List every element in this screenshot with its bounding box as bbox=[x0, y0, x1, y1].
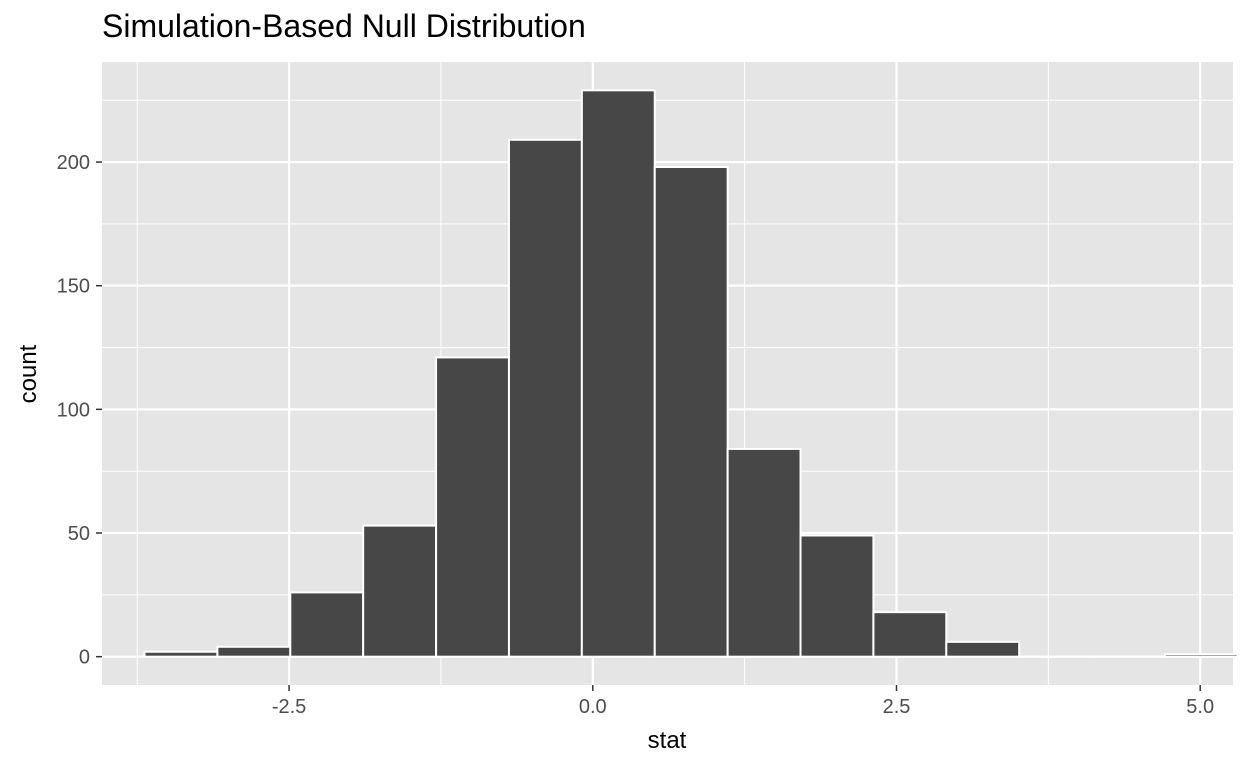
y-tick-label: 150 bbox=[57, 276, 90, 298]
histogram-bar bbox=[143, 650, 219, 658]
x-axis-ticks: -2.5 0.0 2.5 5.0 bbox=[272, 685, 1214, 718]
x-tick-label: 5.0 bbox=[1186, 696, 1214, 718]
y-tick-label: 0 bbox=[79, 647, 90, 669]
chart-title: Simulation-Based Null Distribution bbox=[102, 8, 586, 44]
histogram-bar bbox=[362, 524, 438, 658]
histogram-bar bbox=[289, 591, 365, 658]
histogram-bar bbox=[1163, 653, 1239, 658]
x-tick-label: 0.0 bbox=[579, 696, 607, 718]
histogram-bar bbox=[653, 165, 729, 658]
x-tick-label: 2.5 bbox=[883, 696, 911, 718]
histogram-bar bbox=[216, 645, 292, 658]
histogram-bars bbox=[143, 89, 1239, 658]
y-tick-label: 100 bbox=[57, 399, 90, 421]
y-axis-ticks: 0 50 100 150 200 bbox=[57, 152, 102, 669]
y-tick-label: 50 bbox=[68, 523, 90, 545]
histogram-bar bbox=[872, 611, 948, 658]
histogram-bar bbox=[507, 138, 583, 658]
histogram-bar bbox=[435, 356, 510, 658]
y-axis-title: count bbox=[15, 344, 42, 403]
x-axis-title: stat bbox=[648, 727, 687, 754]
histogram-bar bbox=[726, 447, 802, 658]
y-tick-label: 200 bbox=[57, 152, 90, 174]
histogram-bar bbox=[945, 640, 1021, 658]
x-tick-label: -2.5 bbox=[272, 696, 306, 718]
histogram-bar bbox=[799, 534, 875, 658]
histogram-bar bbox=[580, 89, 656, 658]
